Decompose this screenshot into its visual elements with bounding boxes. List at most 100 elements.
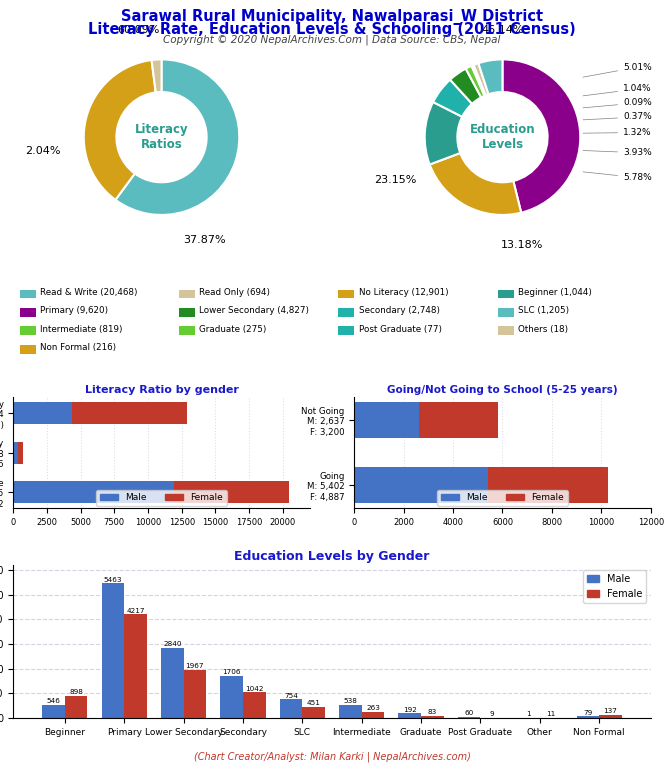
Bar (13, 482, 174, 503)
Text: Others (18): Others (18) (518, 325, 568, 334)
Text: Non Formal (216): Non Formal (216) (40, 343, 116, 353)
Text: Intermediate (819): Intermediate (819) (40, 325, 123, 334)
Text: Read & Write (20,468): Read & Write (20,468) (40, 288, 137, 297)
FancyBboxPatch shape (20, 326, 36, 335)
Bar (183, 670, 206, 718)
Wedge shape (473, 65, 486, 95)
Bar (599, 715, 622, 718)
Bar (398, 713, 421, 718)
Text: 37.87%: 37.87% (183, 235, 226, 245)
Bar (102, 584, 124, 718)
Wedge shape (450, 68, 481, 104)
Wedge shape (430, 153, 521, 215)
Wedge shape (425, 102, 462, 164)
Text: 4217: 4217 (126, 607, 145, 614)
Text: No Literacy (12,901): No Literacy (12,901) (359, 288, 448, 297)
Wedge shape (116, 59, 239, 215)
Text: Copyright © 2020 NepalArchives.Com | Data Source: CBS, Nepal: Copyright © 2020 NepalArchives.Com | Dat… (163, 35, 501, 45)
Text: 83: 83 (428, 710, 437, 716)
FancyBboxPatch shape (339, 290, 355, 298)
Text: 192: 192 (403, 707, 417, 713)
Bar (576, 716, 599, 718)
Text: 5463: 5463 (104, 577, 122, 583)
Text: 2840: 2840 (163, 641, 181, 647)
FancyBboxPatch shape (498, 326, 514, 335)
Wedge shape (465, 66, 485, 98)
Text: Lower Secondary (4,827): Lower Secondary (4,827) (199, 306, 309, 316)
FancyBboxPatch shape (179, 326, 195, 335)
Text: 2.04%: 2.04% (25, 146, 61, 156)
FancyBboxPatch shape (20, 290, 36, 298)
Text: 46.14%: 46.14% (481, 25, 524, 35)
FancyBboxPatch shape (179, 308, 195, 316)
Title: Education Levels by Gender: Education Levels by Gender (234, 550, 430, 563)
Text: 13.18%: 13.18% (501, 240, 543, 250)
Bar (124, 614, 147, 718)
Bar (280, 700, 302, 718)
Text: 1042: 1042 (245, 686, 264, 692)
Bar (18, 442, 23, 464)
Text: 1: 1 (526, 711, 531, 717)
Title: Literacy Ratio by gender: Literacy Ratio by gender (84, 385, 238, 395)
Text: 538: 538 (343, 698, 357, 704)
Text: Literacy
Ratios: Literacy Ratios (135, 123, 189, 151)
Text: 1967: 1967 (186, 663, 204, 669)
Text: 5.01%: 5.01% (583, 63, 652, 77)
Bar (354, 468, 487, 503)
Wedge shape (473, 63, 489, 95)
Bar (174, 482, 289, 503)
Bar (42, 704, 65, 718)
FancyBboxPatch shape (20, 345, 36, 354)
Text: Literacy Rate, Education Levels & Schooling (2011 Census): Literacy Rate, Education Levels & School… (88, 22, 576, 37)
Text: SLC (1,205): SLC (1,205) (518, 306, 569, 316)
Text: Primary (9,620): Primary (9,620) (40, 306, 108, 316)
Text: 754: 754 (284, 693, 298, 699)
Bar (421, 716, 444, 718)
Text: 60.09%: 60.09% (117, 25, 159, 35)
Text: (Chart Creator/Analyst: Milan Karki | NepalArchives.com): (Chart Creator/Analyst: Milan Karki | Ne… (194, 751, 470, 762)
Text: Sarawal Rural Municipality, Nawalparasi_W District: Sarawal Rural Municipality, Nawalparasi_… (121, 9, 543, 25)
Text: 79: 79 (583, 710, 592, 716)
Wedge shape (151, 59, 161, 92)
Text: 1.04%: 1.04% (583, 84, 651, 96)
Bar (420, 402, 499, 438)
Text: Graduate (275): Graduate (275) (199, 325, 267, 334)
Text: 60: 60 (465, 710, 474, 716)
Text: 9: 9 (489, 711, 494, 717)
Bar (13, 402, 72, 424)
Text: 0.09%: 0.09% (583, 98, 652, 108)
Text: 0.37%: 0.37% (583, 112, 652, 121)
Bar (72, 402, 187, 424)
FancyBboxPatch shape (339, 326, 355, 335)
Bar (302, 707, 325, 718)
Text: 263: 263 (366, 705, 380, 711)
FancyBboxPatch shape (339, 308, 355, 316)
FancyBboxPatch shape (20, 308, 36, 316)
Wedge shape (84, 60, 156, 200)
Title: Going/Not Going to School (5-25 years): Going/Not Going to School (5-25 years) (387, 385, 618, 395)
Text: 898: 898 (69, 690, 83, 695)
Text: 137: 137 (604, 708, 618, 714)
Wedge shape (433, 80, 472, 117)
Text: 5.78%: 5.78% (583, 172, 652, 182)
Wedge shape (503, 59, 580, 213)
Legend: Male, Female: Male, Female (583, 570, 646, 603)
FancyBboxPatch shape (498, 308, 514, 316)
Legend: Male, Female: Male, Female (96, 490, 226, 506)
Bar (220, 676, 243, 718)
FancyBboxPatch shape (498, 290, 514, 298)
Legend: Male, Female: Male, Female (438, 490, 568, 506)
Text: 1706: 1706 (222, 670, 241, 675)
Bar (161, 648, 183, 718)
Text: Beginner (1,044): Beginner (1,044) (518, 288, 592, 297)
Bar (458, 717, 481, 718)
FancyBboxPatch shape (179, 290, 195, 298)
Text: 451: 451 (307, 700, 321, 707)
Bar (243, 693, 266, 718)
Text: Secondary (2,748): Secondary (2,748) (359, 306, 440, 316)
Text: 1.32%: 1.32% (583, 128, 651, 137)
Bar (65, 696, 88, 718)
Bar (354, 402, 420, 438)
Bar (362, 712, 384, 718)
Wedge shape (471, 65, 485, 96)
